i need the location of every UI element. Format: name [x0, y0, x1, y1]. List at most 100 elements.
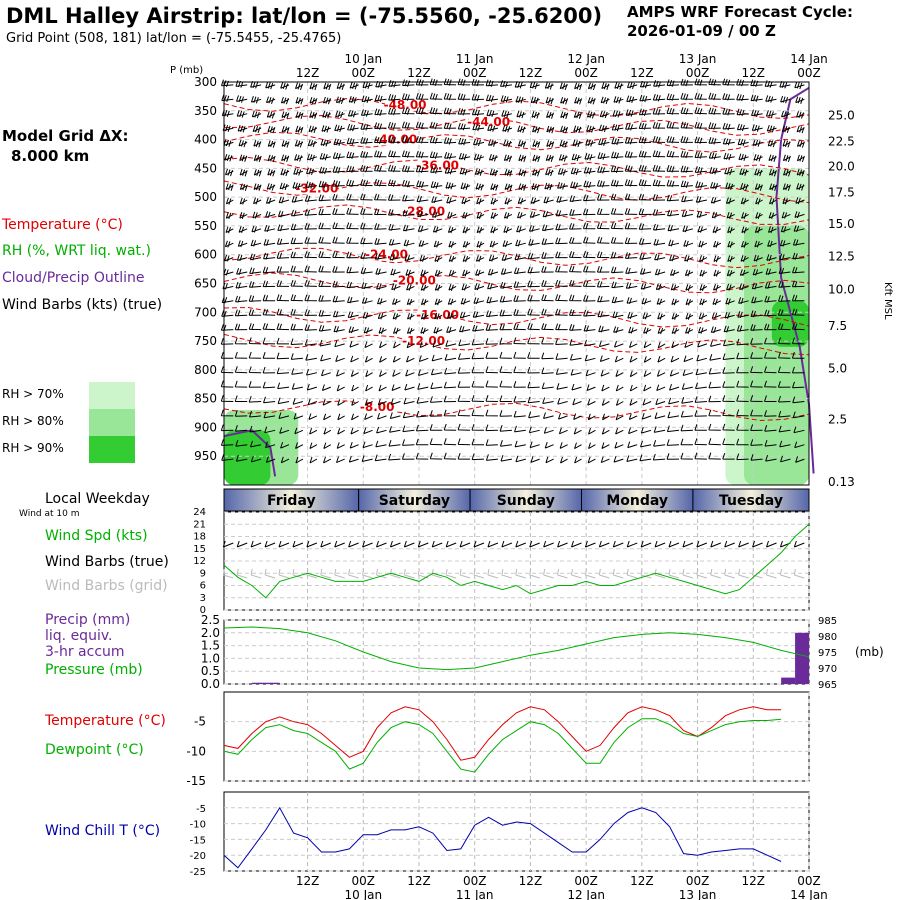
wind-barb [336, 370, 345, 377]
wind-barb [443, 409, 457, 417]
wind-barb [374, 108, 387, 116]
wind-barb [322, 399, 332, 406]
wind-barb [278, 412, 290, 419]
wind-barb [779, 239, 791, 247]
wind-barb [266, 96, 276, 104]
bottom-date-label: 12 Jan [567, 888, 605, 900]
wind-barb [513, 337, 526, 345]
wind-barb [447, 298, 457, 306]
wind-barb [220, 395, 234, 402]
wind-barb [307, 139, 318, 148]
wind-barb [638, 179, 652, 187]
wind-barb [485, 352, 498, 359]
wind-barb [323, 82, 332, 91]
grid-wind-barb [389, 568, 401, 579]
wind-barb [504, 197, 513, 205]
wind-barb [685, 298, 694, 306]
wind-barb [713, 240, 722, 248]
wind-barb [778, 267, 791, 275]
wind-barb [248, 381, 262, 388]
wind-barb [713, 269, 722, 277]
grid-wind-barb [543, 568, 554, 579]
wind-barb [680, 438, 693, 446]
wind-barb [560, 111, 569, 119]
legend-precip-1: Precip (mm) [45, 612, 131, 628]
wind-tick-label: 18 [193, 532, 206, 543]
wind-barb [429, 410, 443, 417]
wind-barb [555, 279, 568, 287]
wind-barb [764, 439, 777, 447]
true-wind-barb [264, 540, 276, 548]
wind-barb [694, 410, 707, 417]
legend-temperature-2: Temperature (°C) [45, 713, 166, 729]
wind-barb [696, 354, 708, 362]
wind-barb [694, 151, 707, 159]
wind-barb [401, 107, 415, 115]
wind-barb [680, 165, 693, 174]
wind-tick-label: 6 [200, 581, 206, 592]
wind-barb [249, 253, 262, 261]
true-wind-barb [543, 540, 554, 548]
wind-barb [457, 381, 471, 388]
temperature-contour [223, 400, 810, 422]
wind-barb [541, 367, 554, 375]
wind-barb [377, 312, 387, 320]
wind-barb [584, 354, 596, 362]
wind-barb [783, 169, 791, 177]
wind-barb [587, 399, 596, 406]
wind-barb [250, 81, 262, 89]
wind-barb [499, 440, 512, 447]
wind-barb [321, 384, 331, 391]
wind-chill-tick-label: -10 [190, 820, 206, 831]
bottom-hour-label: 00Z [352, 874, 376, 888]
wind-barb [666, 121, 680, 130]
wind-barb [514, 425, 526, 433]
wind-barb [420, 298, 429, 306]
wind-barb [504, 183, 513, 191]
wind-barb [375, 440, 387, 448]
wind-barb [295, 97, 304, 105]
wind-barb [638, 136, 652, 144]
wind-barb [350, 427, 359, 435]
wind-barb [332, 193, 345, 201]
pressure-tick-label: 985 [818, 616, 837, 627]
wind-barb [572, 139, 582, 148]
wind-barb [265, 441, 276, 449]
wind-barb [347, 109, 359, 118]
wind-barb [337, 413, 345, 421]
wind-barb [708, 367, 721, 375]
wind-barb [375, 268, 387, 275]
wind-barb [415, 452, 429, 460]
wind-barb [666, 179, 680, 188]
wind-barb [792, 381, 805, 389]
wind-barb [517, 211, 526, 219]
wind-barb [374, 208, 387, 216]
wind-barb [555, 223, 568, 231]
wind-barb [332, 152, 345, 160]
wind-barb [280, 96, 290, 105]
wind-barb [459, 325, 471, 333]
wind-barb [780, 225, 791, 233]
wind-barb [652, 194, 666, 201]
wind-barb [318, 194, 331, 202]
wind-barb [750, 352, 763, 359]
wind-barb [485, 324, 498, 332]
temperature-contour [223, 114, 810, 136]
wind-barb [596, 236, 610, 244]
wind-barb [722, 409, 735, 417]
legend-rh70-label: RH > 70% [2, 387, 64, 401]
wind-barb [615, 384, 624, 392]
wind-barb [420, 284, 429, 292]
wind-barb [768, 168, 777, 177]
wind-barb [444, 167, 457, 175]
wind-barb [643, 356, 652, 363]
true-wind-barb [473, 540, 485, 548]
temperature-tick-label: -15 [186, 774, 206, 788]
wind-barb [503, 154, 513, 162]
temperature-contour [223, 156, 810, 178]
wind-barb [601, 384, 610, 392]
wind-barb [387, 179, 401, 187]
wind-barb [569, 236, 582, 244]
wind-barb [652, 179, 666, 187]
